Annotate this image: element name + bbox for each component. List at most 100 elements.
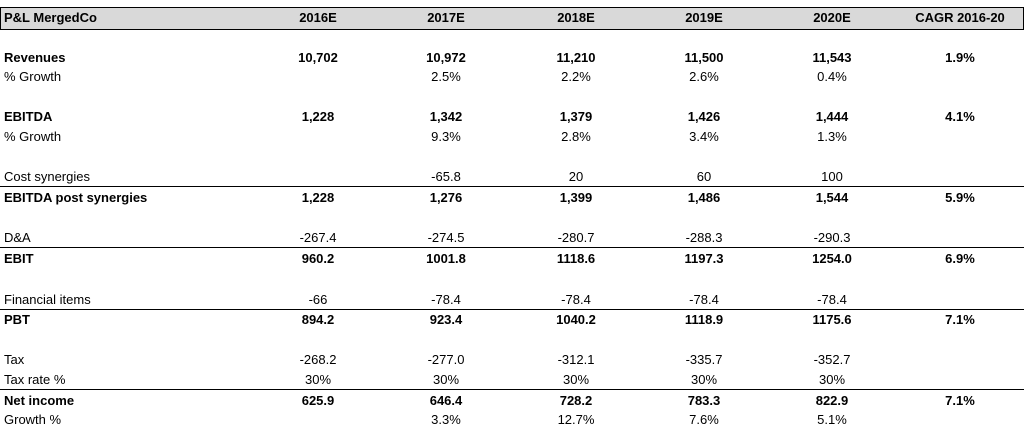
row-value: 1,342 [429,109,463,124]
row-value: 30% [690,372,718,387]
row-value: -78.4 [431,292,461,307]
row-value: -352.7 [813,352,851,367]
row-value: 1040.2 [556,312,596,327]
row-value: 1,228 [301,190,335,205]
row-value: 1118.6 [556,251,596,266]
row-value: 30% [562,372,590,387]
row-label: Financial items [4,292,91,307]
column-header: CAGR 2016-20 [915,10,1005,25]
table-row: Financial items -66 -78.4 -78.4 -78.4 -7… [0,290,1024,310]
row-value: 7.1% [945,312,975,327]
row-value: 5.1% [817,412,847,427]
row-value: -277.0 [427,352,465,367]
row-label: % Growth [4,129,62,144]
row-value: -280.7 [557,230,595,245]
row-label: PBT [4,312,30,327]
row-value: 3.4% [689,129,719,144]
row-value: 12.7% [557,412,595,427]
row-divider [0,186,1024,187]
row-label: % Growth [4,69,62,84]
row-value: 9.3% [431,129,461,144]
column-header: 2018E [557,10,595,25]
row-value: 1197.3 [684,251,724,266]
table-row: EBITDA 1,228 1,342 1,379 1,426 1,444 4.1… [0,107,1024,127]
row-value: 1,379 [559,109,593,124]
row-value: 646.4 [429,393,463,408]
row-value: 7.6% [689,412,719,427]
row-value: 2.8% [561,129,591,144]
header-right-border [1023,7,1024,30]
table-row: Net income 625.9 646.4 728.2 783.3 822.9… [0,391,1024,411]
row-value: 960.2 [301,251,335,266]
row-value: 822.9 [815,393,849,408]
row-value: 1,544 [815,190,849,205]
row-value: 100 [821,169,843,184]
row-value: 1,426 [687,109,721,124]
row-value: 1001.8 [426,251,466,266]
row-value: 1,399 [559,190,593,205]
row-value: -335.7 [685,352,723,367]
row-value: -274.5 [427,230,465,245]
table-row: Cost synergies -65.8 20 60 100 [0,167,1024,187]
table-header: P&L MergedCo 2016E 2017E 2018E 2019E 202… [0,7,1024,30]
row-divider [0,309,1024,310]
column-header: 2019E [685,10,723,25]
row-divider [0,247,1024,248]
row-label: Tax rate % [4,372,66,387]
row-label: Cost synergies [4,169,90,184]
row-value: 0.4% [817,69,847,84]
row-label: Growth % [4,412,62,427]
row-value: 30% [304,372,332,387]
row-value: 923.4 [429,312,463,327]
row-value: 1,444 [815,109,849,124]
row-value: 60 [696,169,712,184]
header-top-border [0,7,1024,8]
row-value: 10,702 [298,50,338,65]
row-value: -290.3 [813,230,851,245]
row-value: 30% [432,372,460,387]
row-label: EBITDA post synergies [4,190,148,205]
row-value: -78.4 [817,292,847,307]
row-value: 2.2% [561,69,591,84]
row-value: 1118.9 [684,312,724,327]
row-label: Tax [4,352,25,367]
table-row: % Growth 9.3% 2.8% 3.4% 1.3% [0,127,1024,147]
row-value: 3.3% [431,412,461,427]
row-value: 11,500 [684,50,724,65]
row-value: -288.3 [685,230,723,245]
column-header: 2017E [427,10,465,25]
table-title: P&L MergedCo [4,10,97,25]
table-row: EBIT 960.2 1001.8 1118.6 1197.3 1254.0 6… [0,249,1024,269]
row-value: 894.2 [301,312,335,327]
row-value: -268.2 [299,352,337,367]
row-value: 10,972 [426,50,466,65]
row-value: 20 [568,169,584,184]
table-row: PBT 894.2 923.4 1040.2 1118.9 1175.6 7.1… [0,310,1024,330]
row-value: -312.1 [557,352,595,367]
row-value: 5.9% [945,190,975,205]
table-row: Tax -268.2 -277.0 -312.1 -335.7 -352.7 [0,350,1024,370]
table-row: Growth % 3.3% 12.7% 7.6% 5.1% [0,410,1024,430]
row-label: Revenues [4,50,66,65]
row-value: 1,486 [687,190,721,205]
row-value: 1175.6 [812,312,852,327]
header-left-border [0,7,1,30]
table-row: D&A -267.4 -274.5 -280.7 -288.3 -290.3 [0,228,1024,248]
row-value: 2.6% [689,69,719,84]
row-value: 1254.0 [812,251,852,266]
row-value: 7.1% [945,393,975,408]
table-row: Revenues 10,702 10,972 11,210 11,500 11,… [0,48,1024,68]
row-value: -78.4 [689,292,719,307]
row-divider [0,389,1024,390]
row-value: -65.8 [431,169,461,184]
column-header: 2016E [299,10,337,25]
row-value: 2.5% [431,69,461,84]
column-header: 2020E [813,10,851,25]
row-value: 11,210 [556,50,596,65]
row-label: D&A [4,230,31,245]
table-row: % Growth 2.5% 2.2% 2.6% 0.4% [0,67,1024,87]
row-value: 1.9% [945,50,975,65]
row-value: 1,228 [301,109,335,124]
table-row: Tax rate % 30% 30% 30% 30% 30% [0,370,1024,390]
